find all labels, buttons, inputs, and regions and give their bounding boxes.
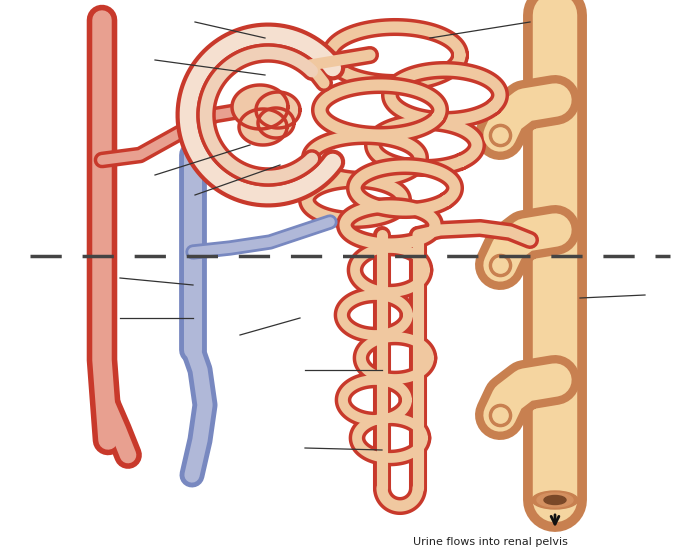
Ellipse shape: [532, 491, 578, 509]
Ellipse shape: [544, 496, 566, 504]
Polygon shape: [256, 92, 300, 128]
Text: Urine flows into renal pelvis: Urine flows into renal pelvis: [412, 537, 568, 547]
Polygon shape: [239, 109, 287, 145]
Ellipse shape: [537, 493, 573, 507]
Polygon shape: [258, 108, 294, 138]
Polygon shape: [232, 85, 288, 129]
